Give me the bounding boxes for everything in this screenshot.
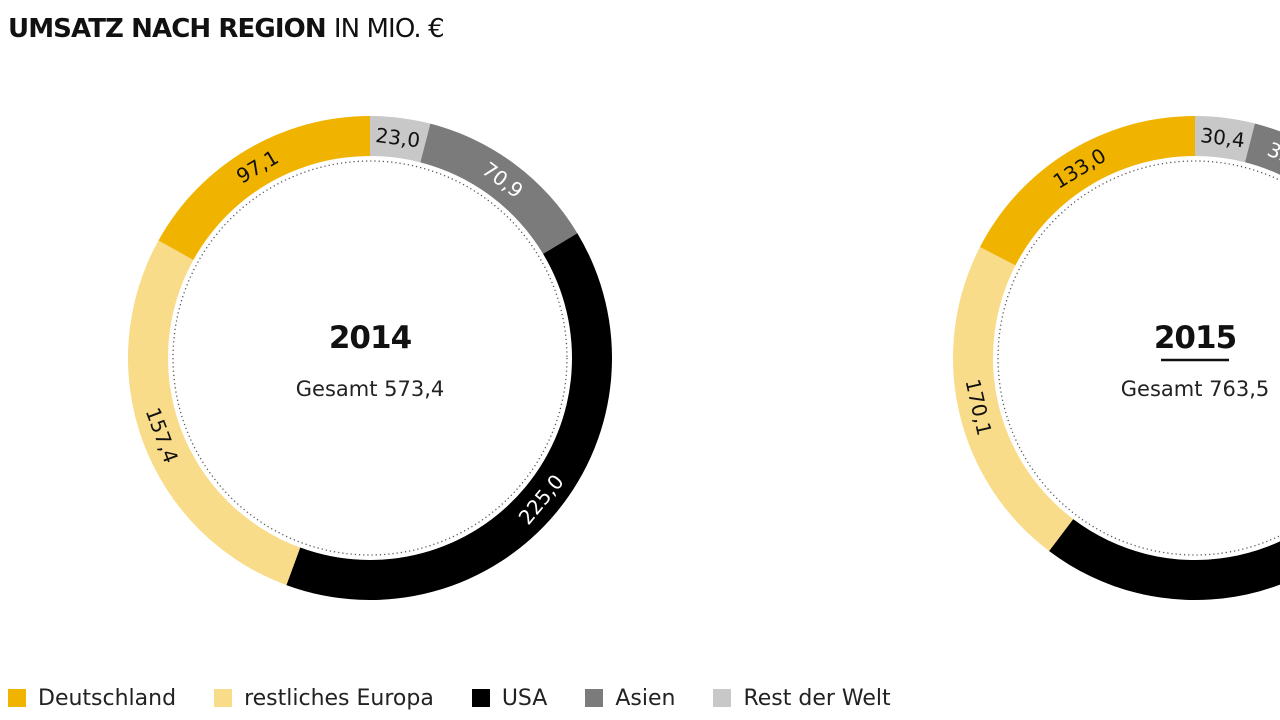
legend-label: restliches Europa bbox=[244, 685, 434, 711]
legend-swatch bbox=[471, 689, 490, 707]
slice-deutschland-2015 bbox=[979, 116, 1195, 266]
slice-restliches-europa-2014 bbox=[128, 240, 301, 586]
slice-rest-der-welt-2015 bbox=[1195, 116, 1255, 163]
chart-title-unit: IN MIO. € bbox=[333, 14, 445, 44]
slice-restliches-europa-2015 bbox=[953, 247, 1074, 552]
center-year: 2014 bbox=[329, 320, 412, 356]
legend-item-rest-der-welt: Rest der Welt bbox=[713, 685, 891, 711]
legend-item-restliches-europa: restliches Europa bbox=[214, 686, 434, 711]
legend: Deutschland restliches Europa USA Asien Rest… bbox=[8, 684, 929, 712]
slice-deutschland-2014 bbox=[158, 115, 370, 260]
data-label-rest-der-welt-2014: 23,0 bbox=[374, 123, 421, 152]
legend-label: Asien bbox=[615, 685, 676, 711]
slice-asien-2014 bbox=[420, 123, 578, 254]
data-label-rest-der-welt-2015: 30,4 bbox=[1199, 123, 1246, 152]
legend-swatch bbox=[214, 689, 233, 707]
center-year: 2015 bbox=[1154, 320, 1236, 356]
slice-asien-2015 bbox=[1245, 123, 1280, 175]
slice-rest-der-welt-2014 bbox=[370, 116, 431, 163]
chart-title-main: UMSATZ NACH REGION bbox=[8, 14, 327, 44]
legend-label: USA bbox=[501, 685, 548, 711]
chart-title: UMSATZ NACH REGION IN MIO. € bbox=[8, 10, 445, 48]
legend-label: Rest der Welt bbox=[743, 685, 891, 711]
legend-swatch bbox=[8, 689, 26, 707]
slice-usa-2015 bbox=[1049, 519, 1280, 601]
inner-dotted-ring bbox=[172, 160, 568, 556]
legend-item-asien: Asien bbox=[585, 686, 675, 711]
slice-usa-2014 bbox=[286, 233, 612, 600]
legend-item-deutschland: Deutschland bbox=[8, 686, 176, 711]
legend-swatch bbox=[585, 689, 604, 707]
legend-label: Deutschland bbox=[38, 685, 177, 711]
center-total: Gesamt 573,4 bbox=[296, 377, 445, 401]
legend-swatch bbox=[713, 689, 732, 707]
legend-item-usa: USA bbox=[471, 685, 548, 711]
center-total: Gesamt 763,5 bbox=[1121, 377, 1270, 401]
